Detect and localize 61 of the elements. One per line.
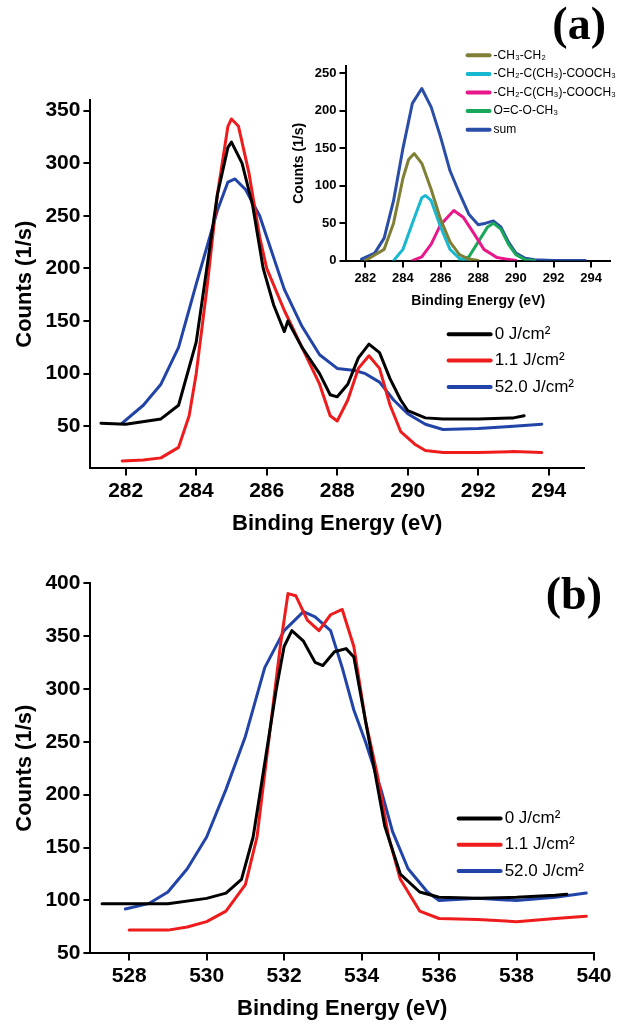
y-tick-label: 200 [45, 255, 81, 279]
x-tick-label: 282 [108, 477, 144, 501]
legend-label: 1.1 J/cm² [494, 350, 565, 370]
legend-label: sum [493, 122, 517, 137]
legend-label: -CH₂-C(CH₃)-COOCH₃ [493, 84, 617, 99]
y-tick-label: 250 [45, 202, 81, 226]
x-tick-label: 540 [576, 962, 612, 986]
x-axis-title: Binding Energy (eV) [232, 509, 443, 535]
y-axis-title: Counts (1/s) [11, 704, 37, 832]
x-tick-label: 294 [580, 269, 603, 285]
legend-label: 0 J/cm² [494, 323, 551, 343]
chart-title: (a) [552, 0, 606, 49]
y-tick-label: 100 [314, 177, 337, 193]
y-tick-label: 100 [45, 360, 81, 384]
x-tick-label: 530 [189, 962, 225, 986]
x-axis-title: Binding Energy (eV) [237, 994, 448, 1020]
y-tick-label: 0 [329, 252, 337, 268]
y-tick-label: 300 [45, 675, 81, 699]
legend-label: -CH₃-CH₂ [493, 47, 547, 62]
y-tick-label: 200 [45, 781, 81, 805]
y-axis-title: Counts (1/s) [11, 220, 37, 348]
chart-title: (b) [545, 568, 602, 619]
y-tick-label: 50 [322, 214, 337, 230]
x-tick-label: 290 [505, 269, 527, 285]
legend-label: 52.0 J/cm² [504, 860, 585, 880]
y-tick-label: 250 [45, 728, 81, 752]
x-tick-label: 284 [392, 269, 415, 285]
x-tick-label: 288 [467, 269, 490, 285]
x-tick-label: 292 [542, 269, 565, 285]
y-tick-label: 150 [314, 139, 337, 155]
legend-label: 0 J/cm² [504, 808, 561, 828]
x-tick-label: 294 [531, 477, 567, 501]
legend-label: 52.0 J/cm² [494, 376, 575, 396]
x-tick-label: 286 [429, 269, 452, 285]
y-tick-label: 150 [45, 307, 81, 331]
y-tick-label: 50 [57, 940, 81, 964]
y-tick-label: 250 [314, 65, 337, 81]
legend-label: -CH₂-C(CH₃)-COOCH₃ [493, 66, 617, 81]
x-tick-label: 292 [460, 477, 496, 501]
y-axis-title: Counts (1/s) [290, 122, 307, 204]
x-tick-label: 286 [249, 477, 285, 501]
x-tick-label: 538 [499, 962, 535, 986]
y-tick-label: 300 [45, 149, 81, 173]
y-tick-label: 350 [45, 622, 81, 646]
y-tick-label: 150 [45, 834, 81, 858]
y-tick-label: 50 [57, 413, 81, 437]
legend-label: O=C-O-CH₃ [493, 103, 559, 118]
x-tick-label: 536 [421, 962, 457, 986]
y-tick-label: 100 [45, 887, 81, 911]
x-tick-label: 282 [354, 269, 377, 285]
x-tick-label: 528 [111, 962, 148, 986]
x-axis-title: Binding Energy (eV) [411, 292, 546, 309]
x-tick-label: 534 [344, 962, 380, 986]
x-tick-label: 290 [390, 477, 426, 501]
x-tick-label: 532 [266, 962, 302, 986]
legend-label: 1.1 J/cm² [504, 834, 575, 854]
x-tick-label: 288 [319, 477, 356, 501]
y-tick-label: 350 [45, 97, 81, 121]
y-tick-label: 200 [314, 102, 337, 118]
y-tick-label: 400 [45, 569, 81, 593]
x-tick-label: 284 [178, 477, 215, 501]
